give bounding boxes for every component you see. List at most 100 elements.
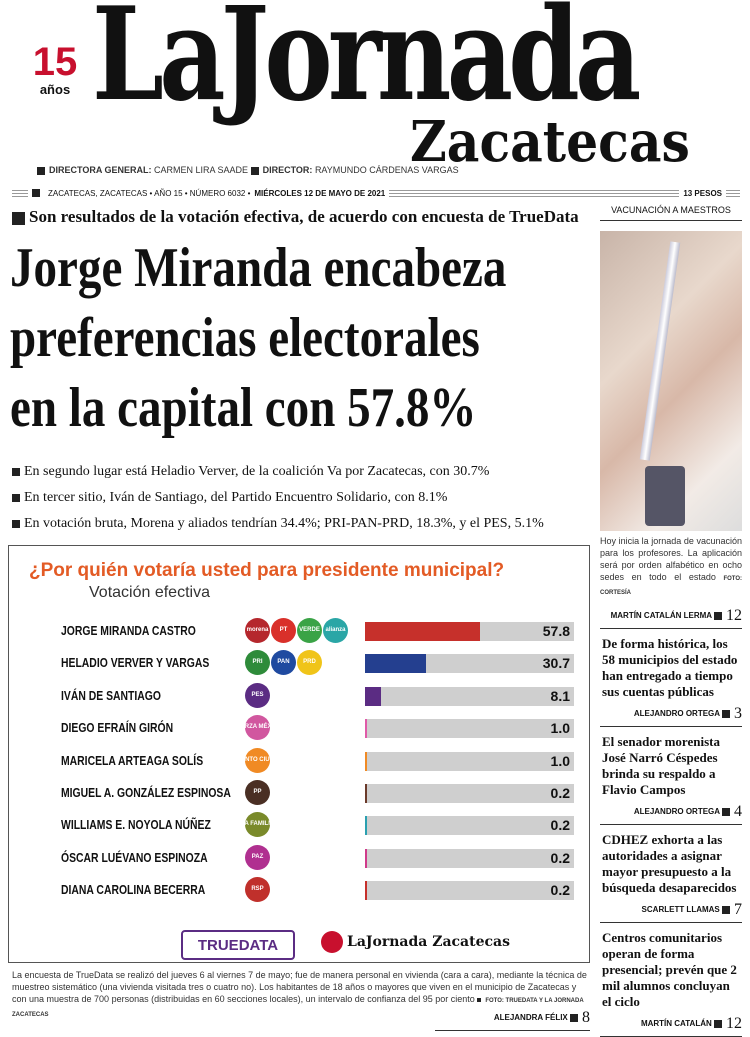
byline-name: ALEJANDRA FÉLIX [493, 1013, 568, 1023]
chart-row: HELADIO VERVER Y VARGAS PRI PAN PRD 30.7 [9, 650, 591, 676]
party-logo-icon: alianza [323, 618, 348, 643]
chart-row: MARICELA ARTEAGA SOLÍS MOVIMIENTO CIUDAD… [9, 747, 591, 774]
page-reference[interactable]: 3 [734, 705, 742, 722]
kicker-text: Son resultados de la votación efectiva, … [29, 207, 579, 226]
bar-track: 0.2 [365, 816, 574, 836]
story-title[interactable]: El senador morenista José Narró Céspedes… [602, 734, 720, 797]
page-reference[interactable]: 7 [734, 901, 742, 918]
sidebar-story[interactable]: El senador morenista José Narró Céspedes… [600, 727, 742, 825]
party-logo-icon: PRI [245, 650, 270, 676]
truedata-logo: TRUEDATA [181, 930, 295, 960]
bar-track: 57.8 [365, 622, 574, 641]
story-title[interactable]: CDHEZ exhorta a las autoridades a asigna… [602, 832, 737, 895]
party-logo-icon: PAZ [245, 844, 270, 870]
sidebar-story[interactable]: De forma histórica, los 58 municipios de… [600, 629, 742, 727]
chart-title: ¿Por quién votaría usted para presidente… [29, 560, 505, 581]
bullet-text: En votación bruta, Morena y aliados tend… [24, 516, 544, 531]
bar [365, 751, 367, 771]
party-logo-icon: RSP [245, 877, 270, 903]
anniversary-number: 15 [32, 40, 78, 84]
staff-line: DIRECTORA GENERAL: CARMEN LIRA SAADE DIR… [37, 165, 459, 176]
chart-row: DIANA CAROLINA BECERRA RSP 0.2 [9, 877, 591, 903]
chart-row: IVÁN DE SANTIAGO PES 8.1 [9, 682, 591, 709]
byline-name: MARTÍN CATALÁN [640, 1019, 712, 1029]
story-byline: SCARLETT LLAMAS 7 [600, 901, 742, 923]
bar-value-label: 57.8 [542, 623, 570, 639]
page-reference[interactable]: 12 [726, 1015, 742, 1032]
bar-track: 1.0 [365, 751, 574, 771]
bar [365, 881, 367, 901]
lajornada-logo-text: LaJornada Zacatecas [347, 934, 510, 950]
candidate-name: DIANA CAROLINA BECERRA [61, 882, 206, 898]
party-logo-icon: PES [245, 682, 270, 708]
byline-name: ALEJANDRO ORTEGA [633, 709, 720, 719]
vaccine-photo [600, 231, 742, 531]
chart-row: JORGE MIRANDA CASTRO morena PT VERDE alianz… [9, 618, 591, 644]
chart-row: DIEGO EFRAÍN GIRÓN FUERZA MÉXICO 1.0 [9, 715, 591, 741]
party-logo-icon: VERDE [297, 618, 322, 643]
poll-chart: ¿Por quién votaría usted para presidente… [8, 545, 590, 963]
party-logo-icon: FUERZA MÉXICO [245, 715, 270, 741]
candidate-name: MARICELA ARTEAGA SOLÍS [61, 752, 204, 768]
bar-value-label: 1.0 [550, 752, 570, 769]
bar [365, 848, 367, 868]
bar [365, 686, 382, 706]
party-logos: LA FAMILIA [245, 812, 270, 838]
party-logo-icon: PRD [297, 650, 322, 676]
bar-value-label: 0.2 [550, 817, 570, 834]
kicker: Son resultados de la votación efectiva, … [12, 207, 579, 227]
bar [365, 719, 367, 739]
chart-row: MIGUEL A. GONZÁLEZ ESPINOSA PP 0.2 [9, 780, 591, 806]
page-reference[interactable]: 4 [734, 803, 742, 820]
bar-track: 0.2 [365, 784, 574, 803]
bullet: En tercer sitio, Iván de Santiago, del P… [12, 489, 447, 506]
story-title[interactable]: Centros comunitarios operan de forma pre… [602, 930, 737, 1009]
headline-line: Jorge Miranda encabeza [10, 237, 507, 299]
page-reference[interactable]: 8 [582, 1009, 590, 1026]
story-title[interactable]: De forma histórica, los 58 municipios de… [602, 636, 738, 699]
truedata-logo-text: TRUEDATA [197, 936, 279, 954]
staff-name: RAYMUNDO CÁRDENAS VARGAS [314, 165, 459, 175]
chart-subtitle: Votación efectiva [89, 584, 210, 601]
photo-credit: FOTO: TRUEDATA Y LA JORNADA ZACATECAS [12, 998, 584, 1018]
bullet-text: En tercer sitio, Iván de Santiago, del P… [24, 490, 448, 505]
party-logos: morena PT VERDE alianza [245, 618, 348, 643]
sidebar-story[interactable]: Centros comunitarios operan de forma pre… [600, 923, 742, 1037]
candidate-name: ÓSCAR LUÉVANO ESPINOZA [61, 849, 208, 865]
party-logo-icon: MOVIMIENTO CIUDADANO [245, 747, 270, 773]
party-logo-icon: morena [245, 618, 270, 643]
bar-value-label: 8.1 [550, 687, 570, 704]
sidebar-story[interactable]: CDHEZ exhorta a las autoridades a asigna… [600, 825, 742, 923]
caption-text: Hoy inicia la jornada de vacunación para… [600, 536, 742, 582]
party-logos: PP [245, 780, 270, 805]
candidate-name: MIGUEL A. GONZÁLEZ ESPINOSA [61, 785, 231, 800]
party-logo-icon: PT [271, 618, 296, 643]
staff-label: DIRECTOR: [262, 165, 313, 175]
main-byline: ALEJANDRA FÉLIX 8 [435, 1009, 590, 1031]
page-reference[interactable]: 12 [726, 607, 742, 624]
candidate-name: DIEGO EFRAÍN GIRÓN [61, 720, 174, 736]
headline-line: en la capital con 57.8% [10, 377, 477, 439]
caption-credit: FOTO: CORTESÍA [600, 576, 742, 596]
photo-caption: Hoy inicia la jornada de vacunación para… [600, 535, 742, 599]
masthead-title: LaJornada [92, 0, 641, 130]
dateline-place: ZACATECAS, ZACATECAS • AÑO 15 • NÚMERO 6… [48, 188, 251, 198]
bar [365, 784, 367, 803]
bullet: En segundo lugar está Heladio Verver, de… [12, 463, 489, 480]
sidebar-section: VACUNACIÓN A MAESTROS [600, 205, 742, 221]
anniversary-label: años [39, 82, 71, 97]
candidate-name: WILLIAMS E. NOYOLA NÚÑEZ [61, 817, 211, 833]
bullet-text: En segundo lugar está Heladio Verver, de… [24, 464, 490, 479]
chart-row: WILLIAMS E. NOYOLA NÚÑEZ LA FAMILIA 0.2 [9, 812, 591, 838]
price: 13 PESOS [683, 188, 722, 198]
bar [365, 816, 367, 836]
bar-track: 30.7 [365, 654, 574, 674]
bullet: En votación bruta, Morena y aliados tend… [12, 515, 544, 532]
story-byline: MARTÍN CATALÁN 12 [600, 1015, 742, 1037]
byline-name: ALEJANDRO ORTEGA [633, 807, 720, 817]
party-logos: PRI PAN PRD [245, 650, 322, 676]
party-logo-icon: PP [245, 780, 270, 805]
party-logos: PAZ [245, 844, 270, 870]
bar-track: 0.2 [365, 848, 574, 868]
caption-byline: MARTÍN CATALÁN LERMA 12 [600, 607, 742, 629]
